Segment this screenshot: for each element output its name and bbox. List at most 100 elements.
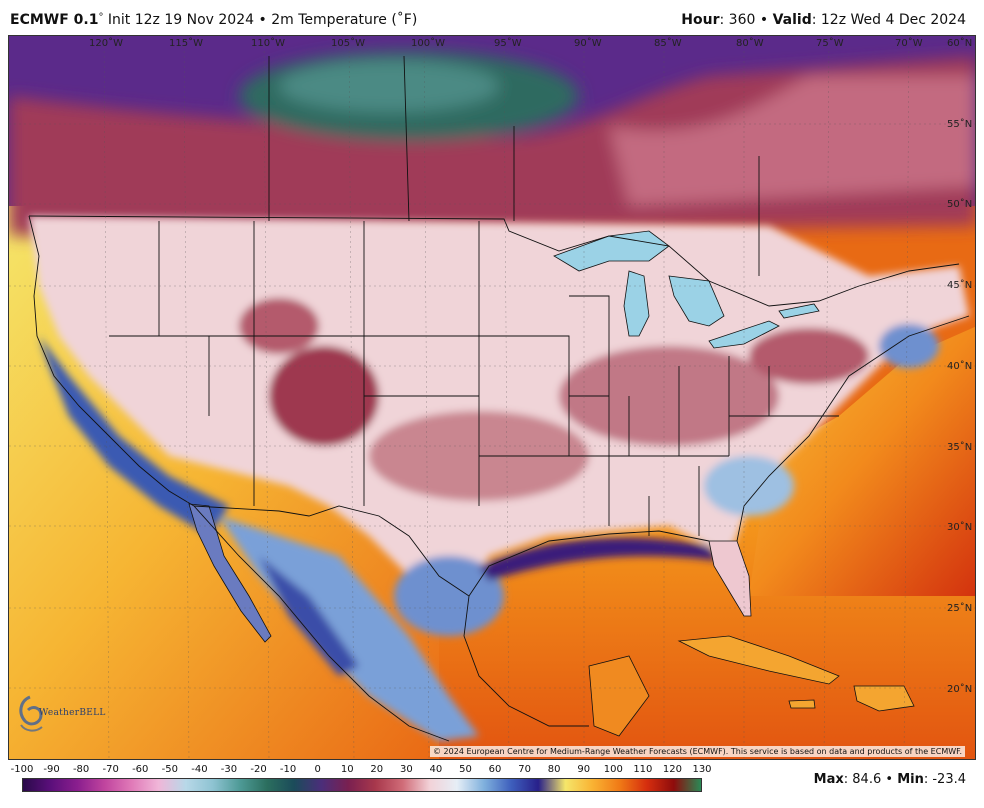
lat-label-25n: 25˚N: [947, 602, 972, 614]
colorbar-tick: 20: [370, 764, 384, 775]
colorbar-tick: 110: [633, 764, 653, 775]
colorbar-tick: 0: [314, 764, 321, 775]
colorbar-tick: -60: [132, 764, 149, 775]
colorbar-tick: 10: [340, 764, 354, 775]
valid-label: Valid: [772, 12, 812, 28]
valid-value: : 12z Wed 4 Dec 2024: [811, 12, 966, 28]
header-bullet: •: [258, 12, 267, 28]
lat-label-30n: 30˚N: [947, 521, 972, 533]
model-name: ECMWF 0.1: [10, 12, 99, 28]
mexico-cool-band: [219, 516, 479, 741]
cool-texas-coast: [394, 556, 504, 636]
temperature-map[interactable]: 120˚W 115˚W 110˚W 105˚W 100˚W 95˚W 90˚W …: [8, 35, 976, 760]
mexico-pacific-coast: [193, 505, 450, 742]
valid-bullet: •: [759, 12, 769, 28]
state-lines: [109, 55, 839, 536]
colorbar-tick: -30: [220, 764, 238, 775]
colorbar-tick: 40: [429, 764, 443, 775]
warm-wyoming: [239, 298, 319, 354]
lon-label-90w: 90˚W: [574, 37, 602, 49]
hispaniola: [853, 685, 915, 712]
min-label: Min: [897, 772, 924, 787]
cool-northeast-coast: [879, 324, 939, 368]
logo-text: WeatherBELL: [39, 708, 106, 718]
lon-label-115w: 115˚W: [169, 37, 203, 49]
mexico-purple: [259, 556, 359, 676]
lat-label-20n: 20˚N: [947, 683, 972, 695]
lon-label-110w: 110˚W: [251, 37, 285, 49]
lon-label-100w: 100˚W: [411, 37, 445, 49]
us-canada-border: [28, 215, 960, 307]
colorbar-tick: -100: [10, 764, 34, 775]
max-value: : 84.6: [843, 772, 882, 787]
stats-separator: •: [885, 772, 894, 787]
max-label: Max: [813, 772, 844, 787]
cool-southeast: [704, 456, 794, 516]
florida: [708, 540, 752, 617]
colorbar-tick: -20: [250, 764, 267, 775]
lake-erie: [708, 320, 780, 349]
run-title: ECMWF 0.1° Init 12z 19 Nov 2024 • 2m Tem…: [10, 12, 417, 28]
colorbar-tick: 50: [459, 764, 472, 775]
map-canvas: 120˚W 115˚W 110˚W 105˚W 100˚W 95˚W 90˚W …: [9, 36, 975, 759]
colorbar-tick: -50: [161, 764, 178, 775]
lon-label-80w: 80˚W: [736, 37, 764, 49]
colorbar-tick: 70: [518, 764, 531, 775]
warm-rockies: [269, 346, 379, 446]
atlantic-coastline: [736, 315, 970, 542]
gulf-cold-rim: [479, 537, 719, 581]
colorbar-tick: -90: [43, 764, 60, 775]
copyright-credit: © 2024 European Centre for Medium-Range …: [430, 746, 965, 757]
degree-symbol: °: [98, 12, 104, 23]
colorbar-tick: 80: [547, 764, 561, 775]
lake-ontario: [778, 303, 820, 319]
colorbar-tick: 130: [692, 764, 712, 775]
warm-mid-atlantic: [749, 328, 869, 384]
field-name: 2m Temperature (˚F): [271, 12, 418, 28]
colorbar-gradient: [22, 778, 702, 792]
colorbar-tick: 60: [488, 764, 502, 775]
cold-pocket-inner: [279, 60, 499, 112]
colorbar-tick: -10: [279, 764, 297, 775]
borders: [28, 55, 970, 742]
lat-label-35n: 35˚N: [947, 441, 972, 453]
mexico-gulf-coast: [463, 595, 589, 727]
canada-pink-band: [609, 76, 975, 206]
warm-ohio-valley: [559, 346, 779, 446]
lake-michigan: [623, 270, 650, 337]
lon-label-70w: 70˚W: [895, 37, 923, 49]
longitude-labels: 120˚W 115˚W 110˚W 105˚W 100˚W 95˚W 90˚W …: [89, 37, 972, 49]
colorbar-ticks: -100 -90 -80 -70 -60 -50 -40 -30 -20 -10 0 10 20 30 40…: [8, 762, 712, 776]
colorbar-tick: 30: [399, 764, 413, 775]
cool-west-coast: [39, 336, 229, 536]
cuba: [677, 635, 840, 685]
colorbar-tick: -70: [102, 764, 119, 775]
swirl-icon: [19, 695, 43, 732]
colorbar-tick: -80: [72, 764, 90, 775]
colorbar-tick: 100: [603, 764, 623, 775]
lon-label-75w: 75˚W: [816, 37, 844, 49]
lon-label-95w: 95˚W: [494, 37, 522, 49]
map-header: ECMWF 0.1° Init 12z 19 Nov 2024 • 2m Tem…: [0, 0, 984, 36]
lon-label-85w: 85˚W: [654, 37, 682, 49]
valid-info: Hour: 360 • Valid: 12z Wed 4 Dec 2024: [681, 12, 966, 28]
colorbar-tick: -40: [191, 764, 208, 775]
atlantic-ocean: [749, 326, 975, 596]
lon-label-105w: 105˚W: [331, 37, 365, 49]
lat-label-50n: 50˚N: [947, 198, 972, 210]
min-value: : -23.4: [923, 772, 966, 787]
lat-label-40n: 40˚N: [947, 360, 972, 372]
lat-label-60n: 60˚N: [947, 37, 972, 49]
max-min-stats: Max: 84.6 • Min: -23.4: [814, 772, 966, 787]
colorbar-tick: 120: [662, 764, 682, 775]
lat-label-45n: 45˚N: [947, 279, 972, 291]
colorbar-tick: 90: [577, 764, 591, 775]
gulf-coastline: [468, 530, 710, 597]
lon-label-120w: 120˚W: [89, 37, 123, 49]
us-mexico-border: [193, 505, 470, 597]
hour-value: : 360: [719, 12, 756, 28]
colorbar: -100 -90 -80 -70 -60 -50 -40 -30 -20 -10 0 10 20 30 40…: [8, 762, 712, 802]
jamaica: [788, 699, 816, 709]
yucatan: [588, 655, 650, 737]
pacific-coastline: [28, 215, 195, 507]
